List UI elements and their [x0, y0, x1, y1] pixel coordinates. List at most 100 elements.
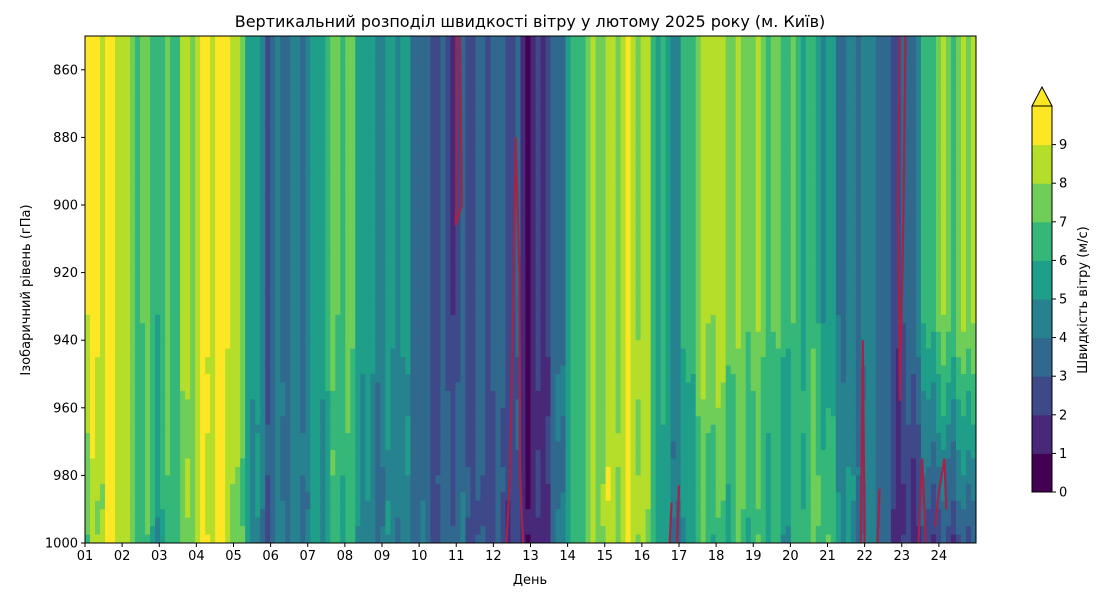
- heatmap-cell: [320, 112, 326, 122]
- heatmap-cell: [295, 213, 301, 223]
- heatmap-cell: [150, 433, 156, 443]
- heatmap-cell: [495, 331, 502, 341]
- heatmap-cell: [210, 331, 216, 341]
- heatmap-cell: [440, 407, 447, 417]
- heatmap-cell: [215, 314, 221, 324]
- heatmap-cell: [195, 450, 201, 460]
- heatmap-cell: [240, 171, 246, 181]
- heatmap-cell: [315, 120, 321, 130]
- heatmap-cell: [265, 390, 271, 400]
- heatmap-cell: [285, 306, 291, 316]
- heatmap-cell: [445, 272, 452, 282]
- heatmap-cell: [500, 36, 507, 46]
- heatmap-cell: [195, 314, 201, 324]
- heatmap-cell: [380, 230, 386, 240]
- heatmap-cell: [325, 314, 331, 324]
- heatmap-cell: [180, 264, 186, 274]
- heatmap-cell: [165, 179, 171, 189]
- heatmap-cell: [390, 348, 396, 358]
- heatmap-cell: [425, 205, 431, 215]
- heatmap-cell: [400, 399, 406, 409]
- heatmap-cell: [470, 340, 477, 350]
- heatmap-cell: [350, 509, 356, 519]
- heatmap-cell: [285, 416, 291, 426]
- heatmap-cell: [115, 179, 121, 189]
- heatmap-cell: [425, 171, 431, 181]
- heatmap-cell: [255, 382, 261, 392]
- heatmap-cell: [345, 466, 351, 476]
- heatmap-cell: [380, 416, 386, 426]
- heatmap-cell: [185, 171, 191, 181]
- heatmap-cell: [125, 509, 131, 519]
- heatmap-cell: [490, 95, 497, 105]
- heatmap-cell: [170, 264, 176, 274]
- heatmap-cell: [210, 137, 216, 147]
- heatmap-cell: [385, 534, 391, 543]
- heatmap-cell: [420, 526, 426, 536]
- heatmap-cell: [475, 95, 482, 105]
- heatmap-cell: [430, 213, 436, 223]
- heatmap-cell: [405, 188, 411, 198]
- heatmap-cell: [330, 450, 336, 460]
- heatmap-cell: [260, 424, 266, 434]
- heatmap-cell: [460, 281, 467, 291]
- heatmap-cell: [385, 323, 391, 333]
- heatmap-cell: [230, 238, 236, 248]
- heatmap-cell: [95, 323, 101, 333]
- heatmap-cell: [495, 382, 502, 392]
- heatmap-cell: [100, 171, 106, 181]
- heatmap-cell: [165, 137, 171, 147]
- heatmap-cell: [435, 382, 441, 392]
- heatmap-cell: [500, 44, 507, 54]
- heatmap-cell: [95, 399, 101, 409]
- heatmap-cell: [90, 416, 96, 426]
- heatmap-cell: [205, 458, 211, 468]
- heatmap-cell: [170, 120, 176, 130]
- heatmap-cell: [205, 399, 211, 409]
- heatmap-cell: [390, 433, 396, 443]
- heatmap-cell: [310, 407, 316, 417]
- heatmap-cell: [310, 255, 316, 265]
- heatmap-cell: [145, 297, 151, 307]
- heatmap-cell: [165, 340, 171, 350]
- heatmap-cell: [300, 171, 306, 181]
- heatmap-cell: [285, 162, 291, 172]
- heatmap-cell: [380, 323, 386, 333]
- heatmap-cell: [280, 255, 286, 265]
- heatmap-cell: [265, 86, 271, 96]
- heatmap-cell: [300, 221, 306, 231]
- heatmap-cell: [145, 272, 151, 282]
- heatmap-cell: [100, 492, 106, 502]
- heatmap-cell: [105, 382, 111, 392]
- heatmap-cell: [420, 179, 426, 189]
- heatmap-cell: [180, 61, 186, 71]
- heatmap-cell: [185, 196, 191, 206]
- heatmap-cell: [240, 382, 246, 392]
- heatmap-cell: [330, 475, 336, 485]
- heatmap-cell: [330, 281, 336, 291]
- heatmap-cell: [110, 492, 116, 502]
- heatmap-cell: [120, 255, 126, 265]
- heatmap-cell: [330, 52, 336, 62]
- heatmap-cell: [475, 407, 482, 417]
- heatmap-cell: [490, 154, 497, 164]
- heatmap-cell: [355, 120, 361, 130]
- heatmap-cell: [95, 374, 101, 384]
- heatmap-cell: [195, 416, 201, 426]
- heatmap-cell: [455, 137, 462, 147]
- heatmap-cell: [175, 213, 181, 223]
- heatmap-cell: [220, 407, 226, 417]
- heatmap-cell: [395, 103, 401, 113]
- heatmap-cell: [255, 154, 261, 164]
- heatmap-cell: [160, 145, 166, 155]
- heatmap-cell: [205, 390, 211, 400]
- heatmap-cell: [460, 348, 467, 358]
- heatmap-cell: [305, 238, 311, 248]
- heatmap-cell: [260, 221, 266, 231]
- heatmap-cell: [390, 297, 396, 307]
- heatmap-cell: [345, 382, 351, 392]
- heatmap-cell: [160, 357, 166, 367]
- heatmap-cell: [395, 78, 401, 88]
- heatmap-cell: [260, 61, 266, 71]
- heatmap-cell: [260, 171, 266, 181]
